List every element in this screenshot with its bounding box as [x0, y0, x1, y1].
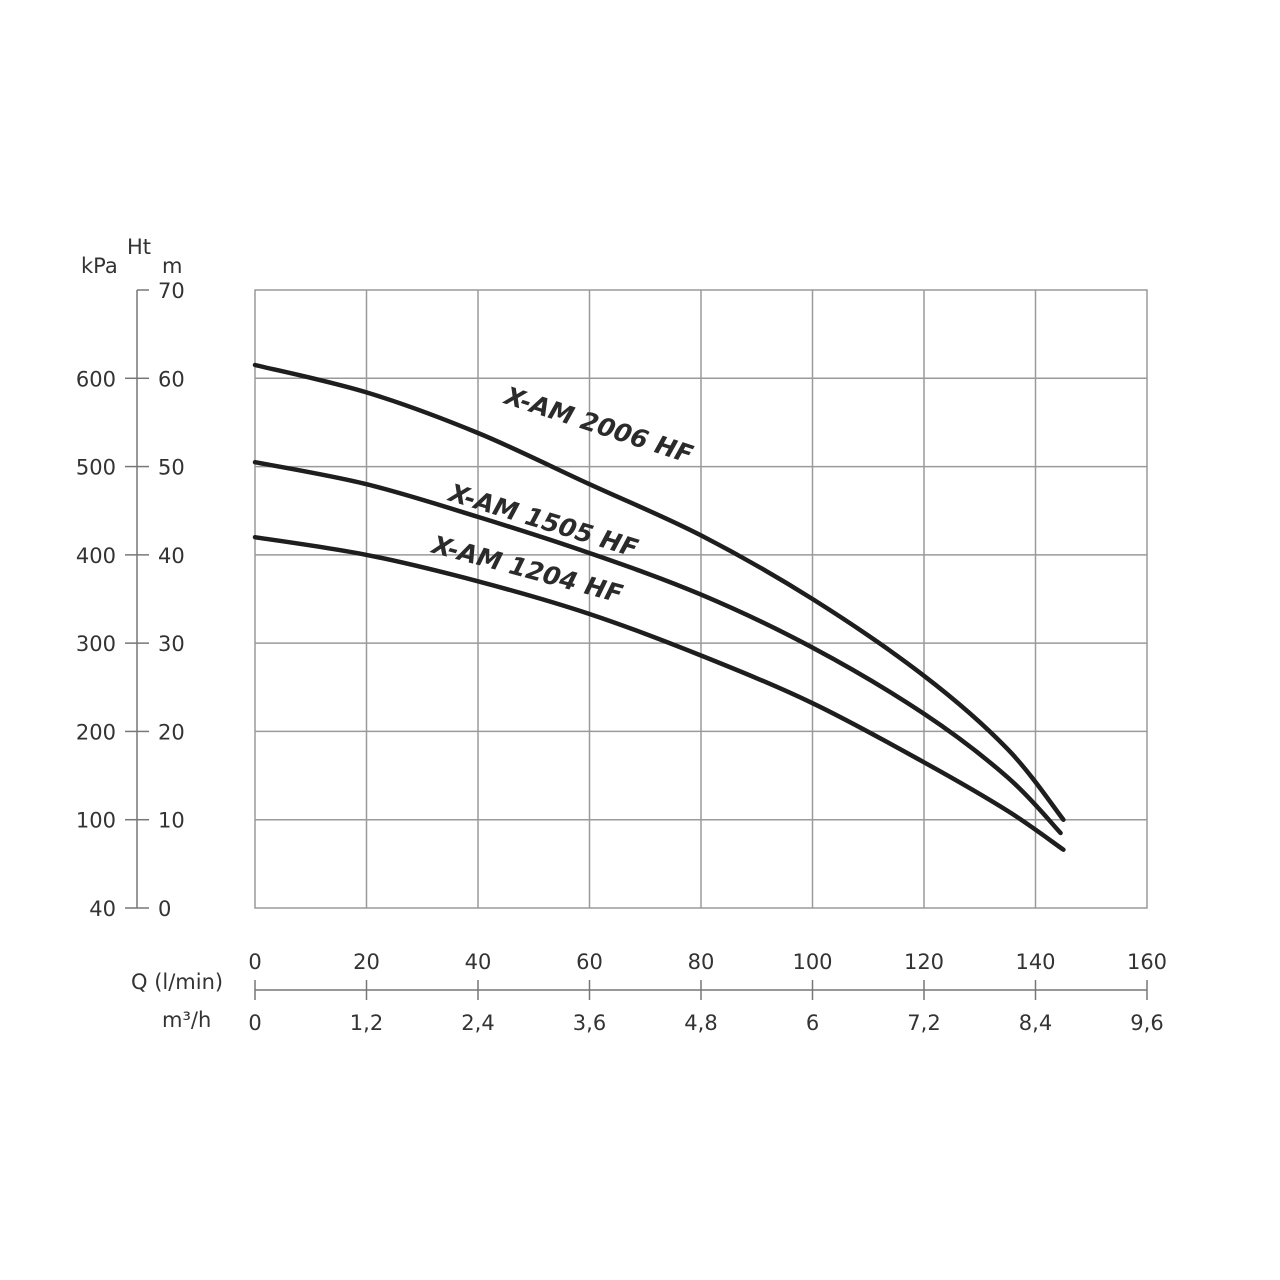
q-tick-label: 120: [904, 950, 944, 974]
kpa-tick-label: 600: [76, 367, 116, 391]
m-tick-label: 40: [158, 544, 185, 568]
m3h-tick-label: 3,6: [573, 1011, 606, 1035]
kpa-axis-unit: kPa: [81, 254, 118, 278]
m-tick-label: 0: [158, 897, 171, 921]
m3h-tick-label: 1,2: [350, 1011, 383, 1035]
m-tick-label: 10: [158, 809, 185, 833]
m3h-tick-label: 0: [248, 1011, 261, 1035]
q-tick-label: 0: [248, 950, 261, 974]
m-axis-unit: m: [162, 254, 182, 278]
curves: [252, 362, 1066, 852]
m-tick-label: 50: [158, 456, 185, 480]
m-tick-label: 20: [158, 720, 185, 744]
kpa-tick-label: 400: [76, 544, 116, 568]
m3h-tick-label: 7,2: [907, 1011, 940, 1035]
q-tick-label: 20: [353, 950, 380, 974]
kpa-tick-label: 200: [76, 720, 116, 744]
labels: kPa Ht m Q (l/min) m³/h 0102030405060704…: [76, 235, 1167, 1035]
q-tick-label: 100: [792, 950, 832, 974]
q-tick-label: 40: [465, 950, 492, 974]
m3h-tick-label: 4,8: [684, 1011, 717, 1035]
kpa-tick-label: 40: [89, 897, 116, 921]
curve-x-am-1505-hf: [252, 459, 1063, 836]
q-tick-label: 80: [688, 950, 715, 974]
m3h-tick-label: 9,6: [1130, 1011, 1163, 1035]
axes: [125, 289, 1148, 1000]
grid: [254, 289, 1148, 909]
m3h-axis-title: m³/h: [162, 1008, 211, 1032]
curve-x-am-2006-hf: [252, 362, 1066, 822]
q-axis-title: Q (l/min): [131, 970, 223, 994]
kpa-tick-label: 300: [76, 632, 116, 656]
ht-axis-title: Ht: [127, 235, 151, 259]
curve-x-am-1204-hf: [252, 534, 1066, 852]
q-tick-label: 140: [1015, 950, 1055, 974]
m3h-tick-label: 8,4: [1019, 1011, 1052, 1035]
m-tick-label: 70: [158, 279, 185, 303]
m3h-tick-label: 2,4: [461, 1011, 494, 1035]
kpa-tick-label: 500: [76, 456, 116, 480]
q-tick-label: 60: [576, 950, 603, 974]
m-tick-label: 30: [158, 632, 185, 656]
m-tick-label: 60: [158, 367, 185, 391]
kpa-tick-label: 100: [76, 809, 116, 833]
m3h-tick-label: 6: [806, 1011, 819, 1035]
q-tick-label: 160: [1127, 950, 1167, 974]
